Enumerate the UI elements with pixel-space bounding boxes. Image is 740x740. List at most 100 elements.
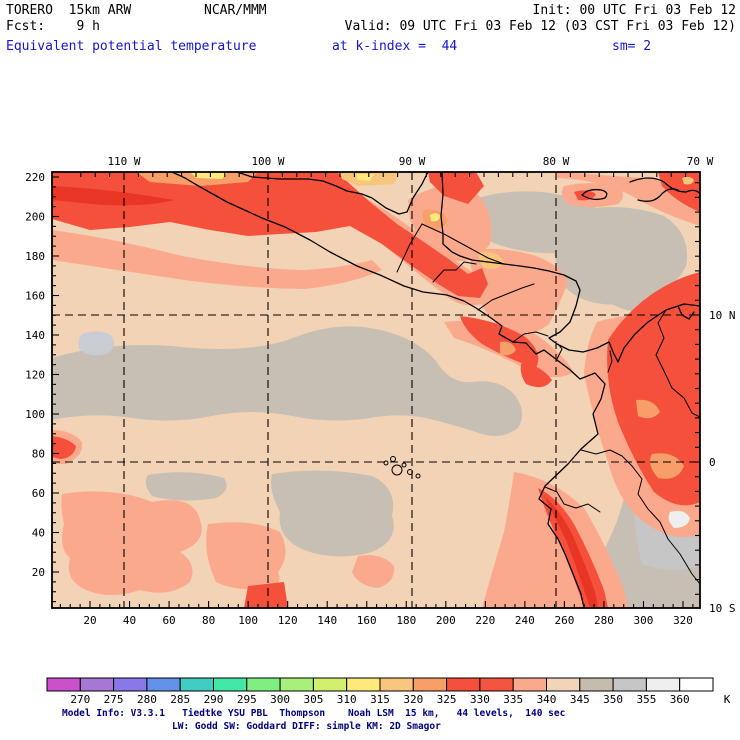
y-tick-label: 160 (25, 290, 45, 303)
jamaica-outline (581, 188, 608, 201)
colorbar-tick-label: 300 (270, 693, 290, 706)
y-tick-label: 80 (32, 448, 45, 461)
south-salmon-small (352, 555, 395, 588)
y-tick-label: 180 (25, 250, 45, 263)
caribbean-coastline (440, 172, 700, 363)
colorbar-tick-label: 295 (237, 693, 257, 706)
border-guat-hond (432, 261, 477, 283)
guatemala-yellow-dot (430, 213, 441, 222)
colorbar-tick-label: 360 (670, 693, 690, 706)
border-col-ecu (580, 449, 633, 467)
colorbar-tick-label: 340 (537, 693, 557, 706)
y-tick-label: 40 (32, 527, 45, 540)
map-frame (51, 171, 701, 609)
x-tick-label: 60 (162, 614, 175, 627)
smoothing-label: sm= 2 (612, 39, 652, 54)
colorbar-tick-label: 325 (437, 693, 457, 706)
x-tick-label: 280 (594, 614, 614, 627)
colorbar-segment (79, 677, 115, 692)
lon-tick-label: 90 W (399, 155, 426, 168)
top-yellow-spot (190, 172, 228, 179)
colorbar-tick-label: 330 (470, 693, 490, 706)
x-tick-label: 80 (202, 614, 215, 627)
oaxaca-yellow-dot (356, 174, 374, 181)
lon-tick-label: 80 W (543, 155, 570, 168)
colorbar-segment (46, 677, 81, 692)
colorbar-segment (113, 677, 148, 692)
topleft-dark-red (52, 186, 174, 206)
costarica-orange-dot (500, 341, 516, 356)
colorbar-segment (645, 677, 681, 692)
colorbar-segment (312, 677, 348, 692)
colorbar-tick-label: 275 (104, 693, 124, 706)
panama-red-spot (520, 362, 552, 388)
x-tick-label: 180 (396, 614, 416, 627)
lat-tick-label: 0 (709, 456, 716, 469)
y-tick-label: 20 (32, 566, 45, 579)
border-hond-nica (477, 283, 535, 311)
colorbar-segment (179, 677, 214, 692)
x-tick-label: 220 (475, 614, 495, 627)
pacific-gray-mass (52, 326, 523, 436)
y-tick-label: 200 (25, 211, 45, 224)
colorbar-segment (612, 677, 647, 692)
colorbar-segment (546, 677, 581, 692)
x-tick-label: 20 (83, 614, 96, 627)
y-tick-label: 120 (25, 369, 45, 382)
x-tick-label: 160 (357, 614, 377, 627)
andes-white-spot (668, 510, 690, 528)
south-gray-blob-1 (145, 472, 227, 501)
field-title: Equivalent potential temperature (6, 39, 257, 54)
org-name: NCAR/MMM (204, 3, 267, 18)
colorbar-tick-label: 335 (503, 693, 523, 706)
x-tick-label: 120 (278, 614, 298, 627)
colorbar-tick-label: 355 (636, 693, 656, 706)
jamaica-red-spot (574, 190, 596, 201)
forecast-hour: Fcst: 9 h (6, 19, 100, 34)
colombia-orange-spot-1 (650, 453, 684, 479)
bottom-center-red (244, 582, 288, 608)
north-salmon-band (52, 230, 382, 289)
x-tick-label: 240 (515, 614, 535, 627)
galapagos-island (415, 473, 421, 479)
mexico-red-band (52, 172, 488, 298)
x-tick-label: 40 (123, 614, 136, 627)
colorbar-segment (346, 677, 381, 692)
colorbar-segment (146, 677, 181, 692)
model-info-line1: Model Info: V3.3.1 Tiedtke YSU PBL Thomp… (62, 708, 566, 719)
map-field (52, 172, 700, 608)
top-orange-strip (136, 172, 258, 186)
map-area: 20 40 60 80 100 120 140 160 180 200 220 240 260 280 30… (25, 155, 735, 627)
gulf-campeche-coastline (236, 172, 429, 215)
border-pan-col (607, 350, 613, 373)
x-tick-label: 260 (554, 614, 574, 627)
border-col-ven (655, 309, 700, 418)
model-info-line2: LW: Godd SW: Goddard DIFF: simple KM: 2D… (172, 721, 441, 732)
colorbar-tick-label: 305 (303, 693, 323, 706)
model-id: TORERO 15km ARW (6, 3, 132, 18)
colorbar-tick-label: 290 (204, 693, 224, 706)
weather-map-plot: 20 40 60 80 100 120 140 160 180 200 220 240 260 280 30… (25, 155, 735, 706)
border-mex-guat-1 (396, 223, 423, 273)
colorbar-segment (379, 677, 414, 692)
cuba-south-coastline (637, 188, 679, 202)
colorbar-segment (579, 677, 614, 692)
colorbar-segment (279, 677, 314, 692)
latlon-gridlines (52, 172, 700, 608)
galapagos-island (383, 460, 389, 466)
peru-coast-red-core (544, 496, 598, 608)
border-nica-cr (512, 331, 549, 343)
colorbar-tick-label: 345 (570, 693, 590, 706)
colombia-orange-spot-2 (636, 399, 660, 419)
axis-ticks (52, 172, 701, 608)
lat-tick-label: 10 S (709, 602, 736, 615)
colorbar-tick-label: 310 (337, 693, 357, 706)
axis-tick-labels: 20 40 60 80 100 120 140 160 180 200 220 240 260 280 30… (25, 155, 735, 627)
y-tick-label: 140 (25, 329, 45, 342)
lon-tick-label: 110 W (107, 155, 140, 168)
border-ecu-peru (544, 486, 601, 513)
colorbar-tick-label: 315 (370, 693, 390, 706)
nicaragua-costarica-red (460, 316, 539, 368)
colorbar-unit: K (724, 693, 731, 706)
